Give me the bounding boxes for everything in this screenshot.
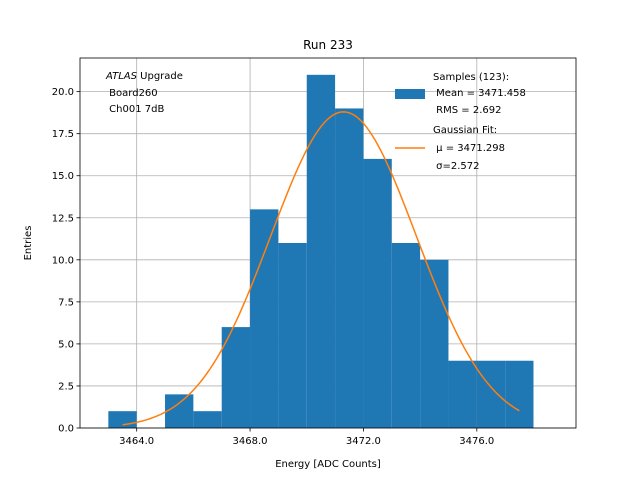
y-tick-label-1: 2.5: [58, 381, 74, 392]
legend-fit-title: Gaussian Fit:: [433, 125, 497, 136]
histogram-bar-14: [505, 360, 534, 428]
histogram-bar-5: [250, 209, 279, 428]
annotation-line1: ATLAS Upgrade: [105, 71, 183, 82]
gaussian-fit-line: [122, 111, 520, 426]
annotation-atlas: ATLAS: [105, 71, 138, 82]
legend-fit-sigma: σ=2.572: [433, 161, 480, 172]
annotation-channel: Ch001 7dB: [106, 104, 164, 115]
legend-hist-title: Samples (123):: [433, 72, 509, 83]
x-tick-label-2: 3472.0: [346, 436, 381, 447]
y-tick-label-4: 10.0: [52, 255, 74, 266]
histogram-bar-7: [306, 74, 336, 429]
y-axis-label: Entries: [23, 226, 34, 261]
x-tick-label-1: 3468.0: [233, 436, 268, 447]
atlas-annotation: ATLAS Upgrade Board260 Ch001 7dB: [105, 71, 183, 115]
gaussian-fit: [122, 111, 520, 426]
y-tick-label-2: 5.0: [58, 339, 74, 350]
legend-hist-mean: Mean = 3471.458: [433, 88, 526, 99]
y-axis-ticks: 0.0 2.5 5.0 7.5 10.0 12.5 15.0 17.5 20.0: [52, 87, 80, 435]
histogram-bar-2: [165, 394, 194, 428]
y-tick-label-3: 7.5: [58, 297, 74, 308]
legend: Samples (123): Mean = 3471.458 RMS = 2.6…: [395, 72, 526, 172]
histogram-bars: [108, 74, 534, 429]
histogram-bar-0: [108, 411, 137, 428]
chart-title: Run 233: [303, 38, 353, 52]
x-tick-label-3: 3476.0: [459, 436, 494, 447]
y-tick-label-5: 12.5: [52, 213, 74, 224]
histogram-bar-8: [335, 108, 364, 429]
y-tick-label-7: 17.5: [52, 129, 74, 140]
histogram-bar-10: [391, 243, 421, 428]
histogram-bar-13: [476, 360, 506, 428]
histogram-bar-6: [278, 243, 307, 428]
legend-hist-rms: RMS = 2.692: [433, 105, 501, 116]
histogram-bar-12: [448, 360, 477, 428]
annotation-upgrade: Upgrade: [137, 71, 183, 82]
legend-hist-swatch: [395, 89, 425, 99]
annotation-board: Board260: [106, 88, 158, 99]
y-tick-label-8: 20.0: [52, 87, 74, 98]
histogram-bar-11: [420, 259, 449, 428]
plot-frame: [79, 57, 577, 429]
x-axis-label: Energy [ADC Counts]: [275, 459, 381, 470]
x-tick-label-0: 3464.0: [119, 436, 154, 447]
y-tick-label-0: 0.0: [58, 424, 74, 435]
histogram-bar-3: [193, 411, 222, 428]
histogram-bar-9: [363, 158, 392, 428]
legend-fit-mu: μ = 3471.298: [433, 143, 505, 154]
y-tick-label-6: 15.0: [52, 171, 74, 182]
histogram-bar-4: [221, 327, 251, 428]
x-axis-ticks: 3464.0 3468.0 3472.0 3476.0: [119, 428, 494, 447]
